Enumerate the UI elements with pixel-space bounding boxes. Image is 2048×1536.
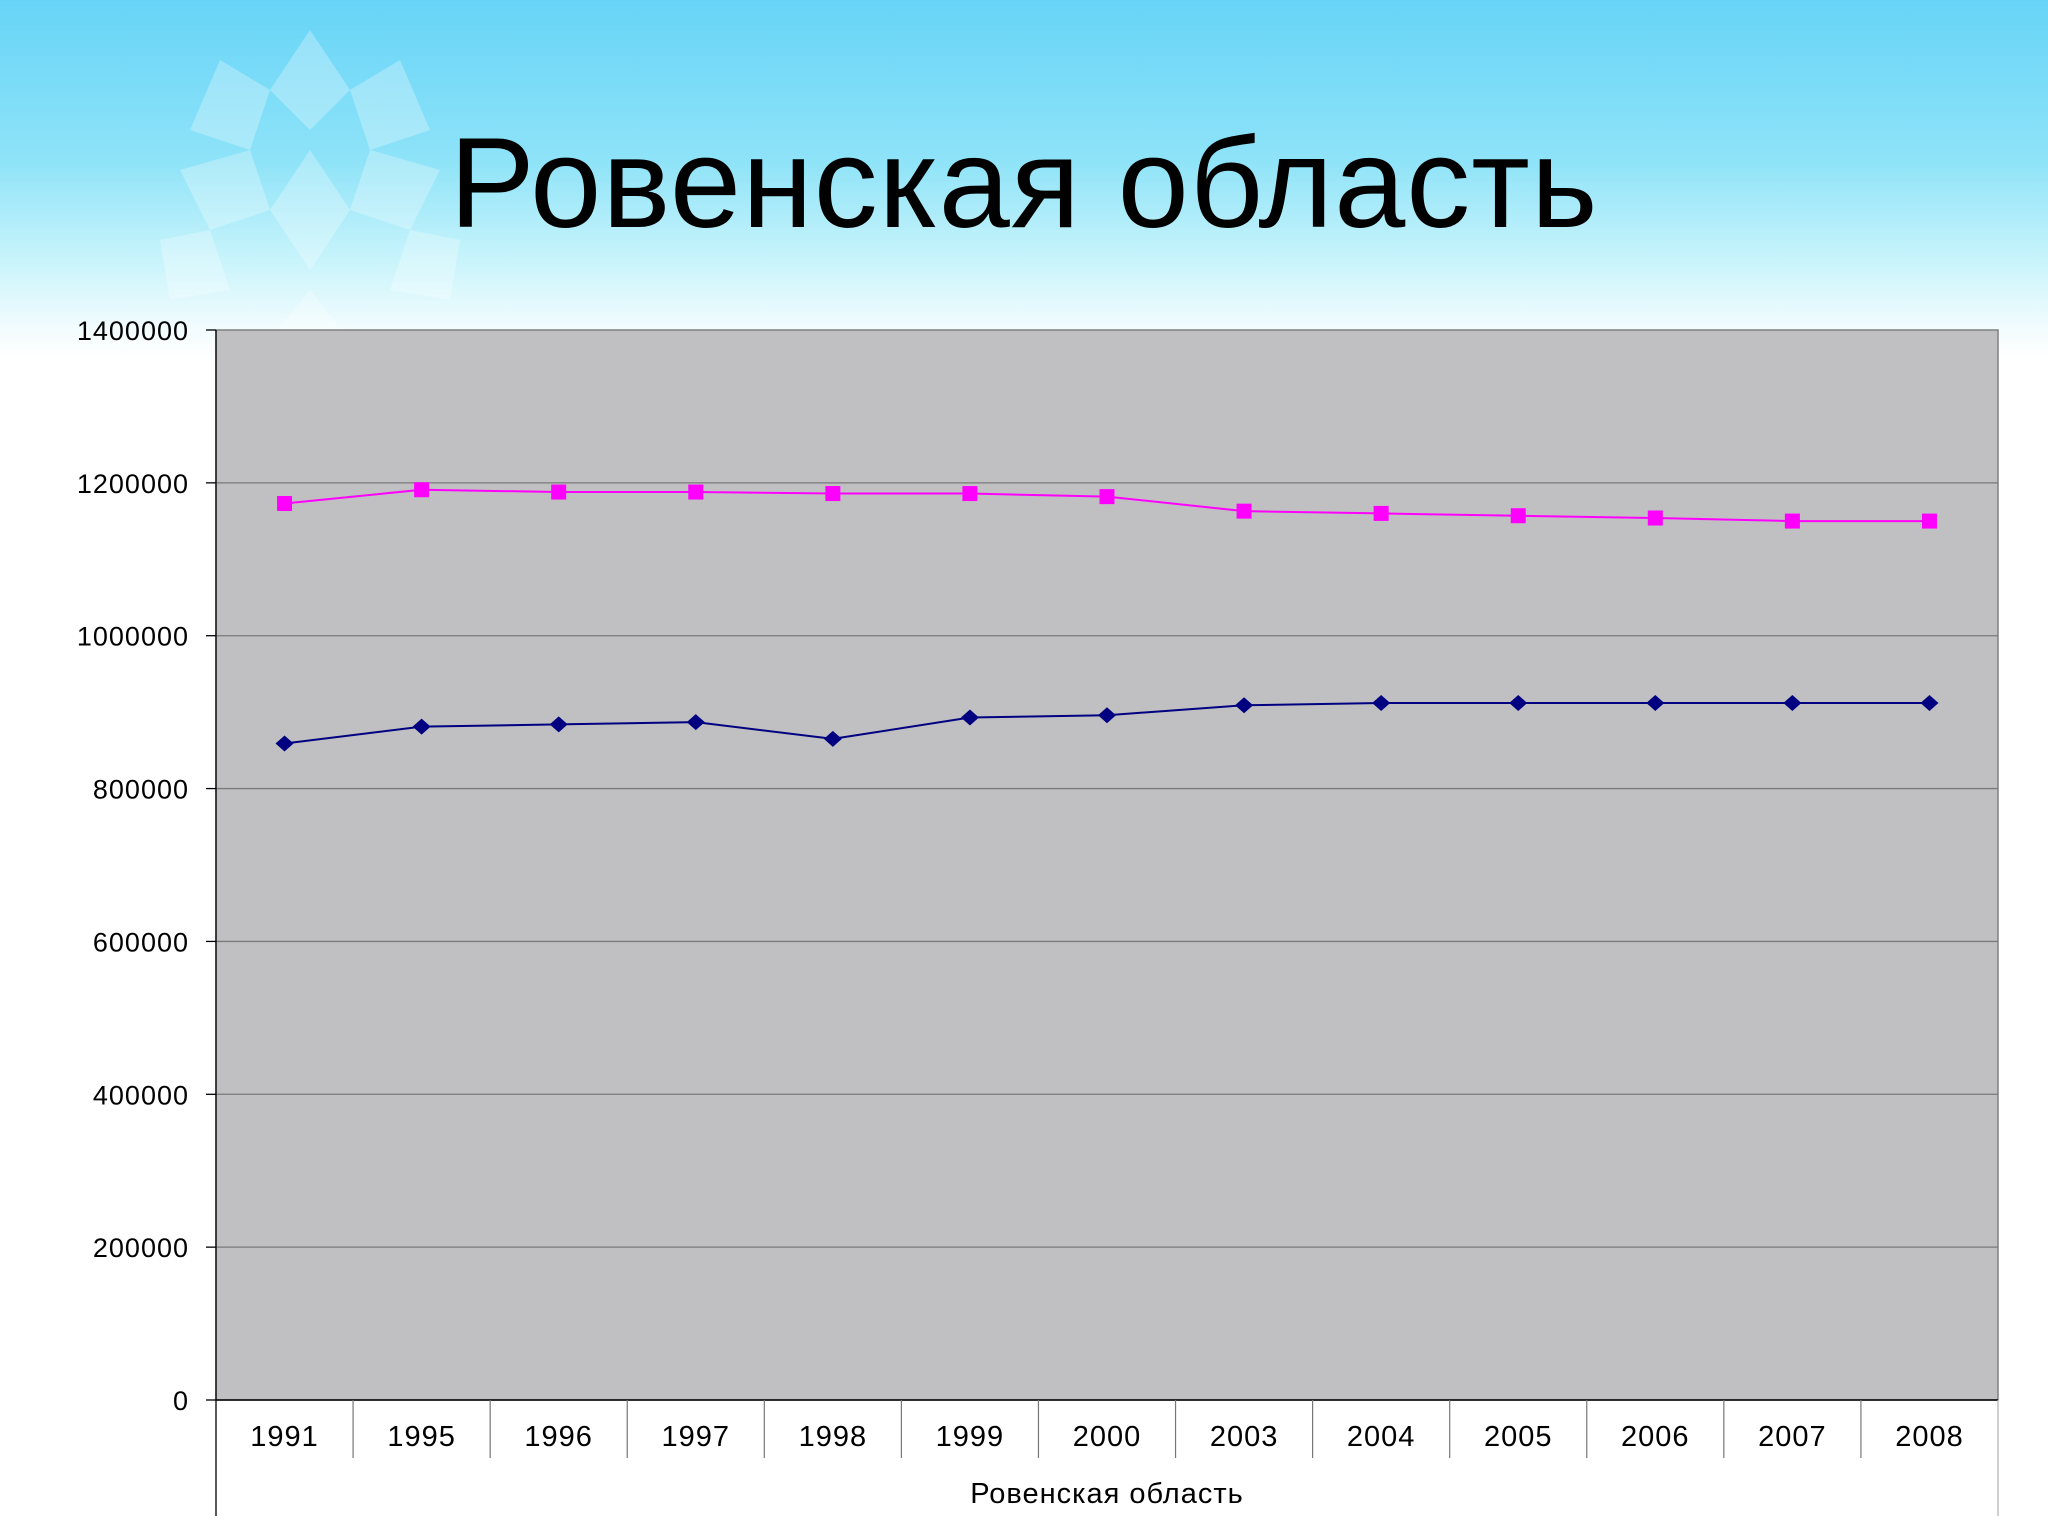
x-tick-label: 1997 xyxy=(662,1421,731,1453)
series-1-point xyxy=(823,730,842,747)
series-2-point xyxy=(1921,513,1937,529)
x-tick-label: 2003 xyxy=(1210,1421,1279,1453)
series-2-point xyxy=(1236,503,1252,519)
series-1-point xyxy=(275,735,294,752)
x-tick-label: 1996 xyxy=(524,1421,593,1453)
y-tick-label: 600000 xyxy=(93,927,189,957)
y-tick-label: 400000 xyxy=(93,1080,189,1110)
series-1-point xyxy=(686,714,705,731)
y-tick-label: 800000 xyxy=(93,775,189,805)
y-tick-label: 1000000 xyxy=(77,622,189,652)
x-tick-label: 1995 xyxy=(387,1421,456,1453)
series-2-point xyxy=(825,486,841,502)
series-1-point xyxy=(1372,694,1391,711)
y-tick-label: 200000 xyxy=(93,1233,189,1263)
series-2-point xyxy=(1099,489,1115,505)
x-tick-label: 2004 xyxy=(1347,1421,1416,1453)
series-2-point xyxy=(1373,505,1389,521)
series-2-point xyxy=(1784,513,1800,529)
slide-title: Ровенская область xyxy=(449,112,1599,255)
series-1-point xyxy=(549,716,568,733)
x-tick-label: 2000 xyxy=(1073,1421,1142,1453)
x-tick-label: 1991 xyxy=(250,1421,319,1453)
y-tick-label: 0 xyxy=(173,1386,189,1416)
x-tick-label: 2008 xyxy=(1895,1421,1964,1453)
series-1-point xyxy=(1920,694,1939,711)
x-tick-label: 1998 xyxy=(799,1421,868,1453)
star-logo-watermark xyxy=(160,30,460,340)
series-1-point xyxy=(1098,707,1116,724)
x-tick-label: 1999 xyxy=(936,1421,1005,1453)
series-1-point xyxy=(412,718,431,735)
x-tick-label: 2006 xyxy=(1621,1421,1690,1453)
series-1-point xyxy=(1509,694,1528,711)
y-tick-label: 1400000 xyxy=(77,316,189,346)
series-1-point xyxy=(1235,697,1254,714)
x-axis-title: Ровенская область xyxy=(970,1478,1244,1510)
series-2-point xyxy=(1510,508,1526,524)
x-tick-label: 2007 xyxy=(1758,1421,1827,1453)
series-2-point xyxy=(414,482,430,498)
series-2-point xyxy=(688,484,704,500)
series-1-point xyxy=(1646,694,1665,711)
series-2-point xyxy=(1647,510,1663,526)
y-tick-label: 1200000 xyxy=(77,469,189,499)
series-2-point xyxy=(551,484,567,500)
plot-area xyxy=(215,329,1999,1401)
series-2-point xyxy=(962,486,978,502)
series-1-point xyxy=(1783,694,1802,711)
series-2-point xyxy=(277,495,293,511)
x-tick-label: 2005 xyxy=(1484,1421,1553,1453)
series-1-point xyxy=(960,709,979,726)
